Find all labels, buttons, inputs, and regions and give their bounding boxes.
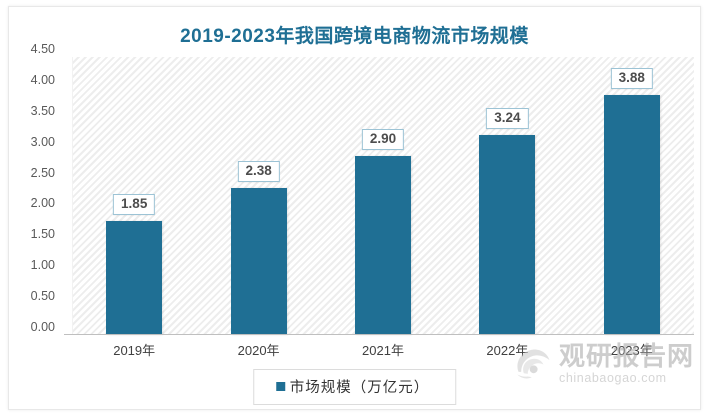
chart-title: 2019-2023年我国跨境电商物流市场规模 — [180, 26, 529, 47]
bar[interactable] — [106, 220, 163, 335]
y-axis-tick: 4.50 — [30, 42, 55, 56]
chart-legend: 市场规模（万亿元） — [252, 369, 457, 405]
y-axis-tick: 1.50 — [30, 227, 55, 242]
y-axis-tick: 3.50 — [30, 103, 55, 118]
y-axis-tick: 2.00 — [30, 196, 55, 211]
bar-value-label: 3.24 — [486, 107, 529, 129]
bar-slot: 3.24 — [445, 57, 569, 335]
x-axis-tick: 2020年 — [237, 343, 280, 358]
y-axis: 4.50 4.00 3.50 3.00 2.50 2.00 1.50 1.00 0.50 0.00 — [9, 42, 61, 339]
y-axis-tick: 2.50 — [30, 165, 55, 180]
x-axis-tick: 2023年 — [610, 343, 653, 358]
y-axis-tick: 0.00 — [30, 320, 55, 334]
bar-value-label: 1.85 — [113, 193, 156, 215]
bar-slot: 2.38 — [196, 57, 320, 335]
bar[interactable] — [230, 187, 287, 335]
y-axis-tick: 1.00 — [30, 258, 55, 273]
watermark-en-text: chinabaogao.com — [558, 371, 667, 386]
y-axis-tick: 3.00 — [30, 134, 55, 149]
bar-slot: 3.88 — [570, 57, 694, 335]
y-axis-tick: 4.00 — [30, 72, 55, 87]
bar-value-label: 2.38 — [237, 160, 280, 182]
bar[interactable] — [354, 155, 411, 335]
y-axis-tick: 0.50 — [30, 289, 55, 304]
x-axis-line — [64, 334, 694, 335]
plot-wrap: 1.85 2.38 2.90 3.24 3.88 — [64, 57, 694, 335]
bar-slot: 1.85 — [72, 57, 196, 335]
legend-label: 市场规模（万亿元） — [289, 380, 430, 396]
bar-value-label: 2.90 — [361, 128, 405, 150]
legend-marker-icon — [275, 382, 285, 391]
bar[interactable] — [479, 134, 536, 335]
x-axis-labels: 2019年 2020年 2021年 2022年 2023年 — [72, 340, 694, 364]
x-axis-tick: 2019年 — [113, 343, 156, 358]
chart-card: 2019-2023年我国跨境电商物流市场规模 4.50 4.00 3.50 3.00 2… — [8, 6, 701, 410]
bar-value-label: 3.88 — [610, 68, 653, 90]
x-axis-tick: 2021年 — [362, 343, 404, 358]
x-axis-tick: 2022年 — [486, 343, 529, 358]
bar[interactable] — [603, 95, 660, 335]
bar-slot: 2.90 — [321, 57, 445, 335]
